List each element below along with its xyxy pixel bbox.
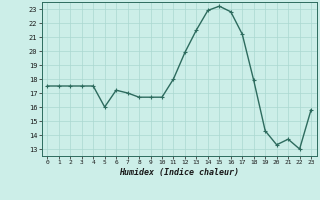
X-axis label: Humidex (Indice chaleur): Humidex (Indice chaleur) [119,168,239,177]
